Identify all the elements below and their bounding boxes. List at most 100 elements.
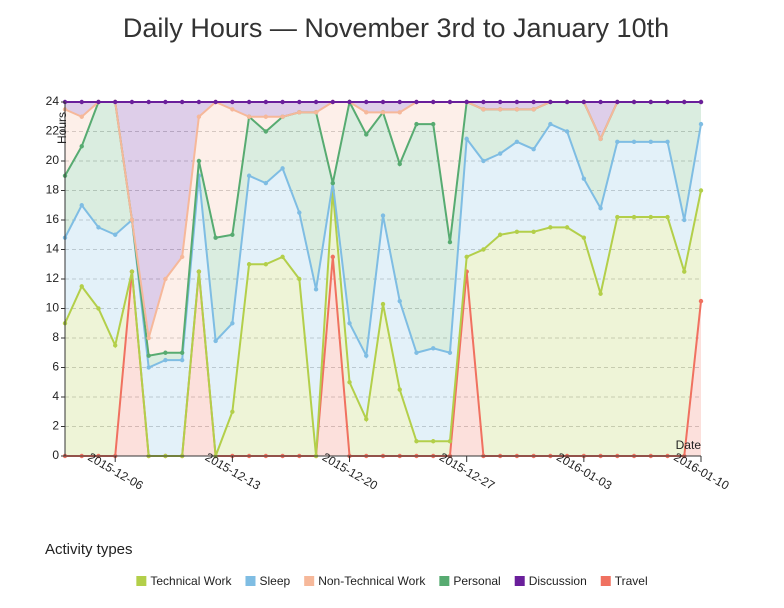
x-axis-label: Date — [676, 438, 702, 452]
y-tick-label: 20 — [46, 153, 60, 167]
point — [581, 99, 587, 105]
point — [598, 99, 603, 105]
point — [497, 232, 503, 237]
point — [698, 99, 704, 105]
point — [347, 380, 352, 385]
point — [246, 99, 252, 105]
point — [598, 291, 603, 296]
point — [698, 188, 704, 193]
point — [581, 235, 587, 240]
point — [297, 99, 302, 105]
point — [548, 121, 553, 127]
point — [163, 99, 168, 105]
area — [65, 102, 701, 338]
area — [65, 256, 701, 456]
point — [280, 114, 285, 119]
point — [313, 287, 319, 292]
x-tick-label: 2016-01-10 — [671, 450, 731, 493]
point — [179, 254, 185, 260]
point — [79, 284, 84, 289]
point — [230, 321, 235, 326]
point — [96, 306, 101, 311]
area — [65, 124, 701, 456]
point — [397, 99, 402, 105]
point — [196, 114, 202, 119]
y-tick-label: 14 — [46, 242, 60, 256]
y-tick-label: 12 — [46, 271, 60, 285]
area — [65, 190, 701, 456]
legend-swatch — [439, 576, 450, 586]
point — [648, 99, 653, 105]
point — [263, 262, 269, 267]
point — [364, 353, 369, 358]
point — [364, 110, 369, 115]
point — [431, 121, 436, 127]
point — [497, 107, 503, 112]
point — [481, 247, 486, 252]
point — [447, 439, 453, 444]
point — [431, 346, 436, 351]
point — [481, 107, 486, 112]
point — [598, 206, 603, 211]
point — [447, 239, 453, 245]
y-axis-label: Hours — [55, 112, 69, 144]
point — [631, 214, 637, 220]
point — [531, 147, 536, 152]
point — [146, 99, 151, 105]
point — [581, 176, 587, 181]
point — [648, 139, 653, 145]
point — [230, 409, 235, 414]
point — [397, 161, 402, 167]
point — [531, 99, 536, 105]
point — [146, 365, 151, 370]
point — [682, 217, 687, 223]
point — [246, 173, 252, 178]
point — [531, 107, 536, 112]
point — [380, 110, 386, 115]
y-tick-label: 8 — [52, 330, 59, 344]
legend-label: Travel — [615, 574, 648, 588]
point — [648, 214, 653, 220]
point — [397, 110, 402, 115]
point — [414, 439, 419, 444]
y-tick-label: 18 — [46, 183, 60, 197]
point — [464, 136, 469, 142]
point — [280, 99, 285, 105]
point — [196, 269, 202, 274]
point — [431, 439, 436, 444]
y-tick-label: 24 — [46, 94, 60, 108]
legend-label: Discussion — [529, 574, 587, 588]
legend-label: Personal — [453, 574, 500, 588]
point — [330, 180, 335, 186]
point — [464, 254, 469, 260]
point — [297, 110, 302, 115]
point — [447, 99, 453, 105]
point — [548, 99, 553, 105]
point — [665, 139, 670, 145]
point — [263, 114, 269, 119]
legend-title: Activity types — [45, 541, 133, 558]
point — [397, 387, 402, 392]
y-tick-label: 2 — [52, 419, 59, 433]
point — [263, 99, 269, 105]
point — [263, 180, 269, 186]
point — [79, 114, 84, 119]
point — [380, 301, 386, 307]
point — [163, 350, 168, 355]
point — [665, 214, 670, 220]
point — [146, 353, 151, 358]
point — [665, 99, 670, 105]
point — [531, 229, 536, 234]
point — [414, 350, 419, 355]
point — [79, 144, 84, 149]
point — [213, 99, 218, 105]
point — [698, 298, 704, 304]
point — [397, 298, 402, 304]
point — [598, 136, 603, 142]
point — [213, 338, 218, 344]
point — [347, 321, 352, 326]
point — [246, 114, 252, 119]
point — [564, 99, 570, 105]
point — [615, 99, 620, 105]
